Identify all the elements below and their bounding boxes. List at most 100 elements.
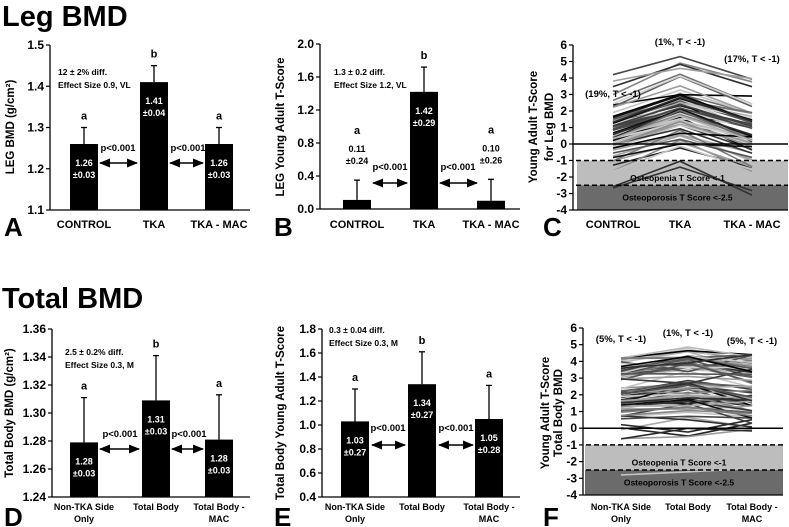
y-axis-label: Total Body BMD (g/cm²) <box>4 348 16 478</box>
x-tick-label: Total Body <box>399 502 445 512</box>
y-tick-label: 1.34 <box>23 350 47 364</box>
y-tick-label: 0.6 <box>299 466 316 480</box>
bar <box>341 421 369 497</box>
subject-line <box>612 67 753 82</box>
y-tick-label: 1 <box>570 405 577 419</box>
value-label: 1.05 <box>480 433 498 443</box>
y-tick-label: 1.26 <box>23 462 47 476</box>
p-value-label: p<0.001 <box>171 429 207 440</box>
osteoporosis-band <box>577 185 788 210</box>
group-annotation: (17%, T < -1) <box>724 54 780 65</box>
significance-letter: a <box>486 368 493 380</box>
effect-annotation: Effect Size 0.3, M <box>329 338 398 348</box>
y-tick-label: 5 <box>570 338 577 352</box>
subject-line <box>620 411 753 418</box>
sd-label: ±0.28 <box>478 445 500 455</box>
x-tick-label: CONTROL <box>586 219 641 231</box>
y-tick-label: 1.4 <box>299 370 316 384</box>
bar <box>408 384 436 497</box>
subject-line <box>612 166 753 192</box>
x-tick-label: TKA - MAC <box>190 219 247 231</box>
p-value-label: p<0.001 <box>100 143 136 154</box>
subject-line <box>612 122 753 140</box>
subject-line <box>620 406 753 417</box>
subject-line <box>620 353 753 369</box>
sd-label: ±0.27 <box>344 447 366 457</box>
y-tick-label: -1 <box>566 438 577 452</box>
x-tick-label: Total Body - <box>193 502 244 512</box>
section-title-leg: Leg BMD <box>2 1 128 33</box>
x-tick-label: TKA <box>413 219 436 231</box>
y-tick-label: 0.8 <box>297 136 314 150</box>
group-annotation: (5%, T < -1) <box>596 334 646 345</box>
y-tick-label: 1.2 <box>27 162 44 176</box>
bar <box>410 91 438 209</box>
value-label: 1.34 <box>413 398 431 408</box>
bar <box>140 82 168 210</box>
y-tick-label: 2 <box>570 388 577 402</box>
subject-line <box>612 55 753 80</box>
y-tick-label: 1.2 <box>299 394 316 408</box>
subject-line <box>612 141 753 168</box>
sd-label: ±0.29 <box>413 118 435 128</box>
sd-label: ±0.03 <box>73 170 95 180</box>
subject-line <box>612 145 753 173</box>
subject-line <box>612 132 753 149</box>
y-axis-label: LEG BMD (g/cm²) <box>5 80 17 175</box>
osteoporosis-label: Osteoporosis T Score <-2.5 <box>624 477 735 487</box>
panel-letter: A <box>4 212 23 242</box>
y-tick-label: 0 <box>570 421 577 435</box>
y-tick-label: 0.4 <box>299 490 316 504</box>
group-annotation: (5%, T < -1) <box>727 336 777 347</box>
sd-label: ±0.03 <box>73 468 95 478</box>
sd-label: ±0.03 <box>145 426 167 436</box>
y-tick-label: 1.0 <box>299 418 316 432</box>
effect-annotation: 12 ± 2% diff. <box>58 67 107 77</box>
x-tick-label: CONTROL <box>330 219 385 231</box>
panel-c: Osteopenia T Score <-1 Osteoporosis T Sco… <box>528 37 788 242</box>
x-tick-label: Total Body <box>133 502 179 512</box>
x-tick-label: Total Body <box>665 502 711 512</box>
p-value-label: p<0.001 <box>370 423 406 434</box>
osteoporosis-label: Osteoporosis T Score <-2.5 <box>622 193 733 203</box>
y-tick-label: 1.36 <box>23 322 47 336</box>
y-tick-label: 1 <box>560 121 567 135</box>
subject-line <box>620 375 753 382</box>
subject-line <box>612 138 753 159</box>
y-tick-label: 4 <box>570 354 577 368</box>
subject-line <box>620 357 753 370</box>
p-value-label: p<0.001 <box>170 143 206 154</box>
panel-letter: B <box>274 212 293 242</box>
sd-label: ±0.03 <box>208 466 230 476</box>
subject-line <box>620 400 753 407</box>
x-tick-label: Only <box>74 514 94 524</box>
bar <box>70 144 98 210</box>
y-tick-label: 1.24 <box>23 490 47 504</box>
significance-letter: a <box>352 372 359 384</box>
subject-line <box>612 134 753 154</box>
y-tick-label: 0 <box>560 137 567 151</box>
group-annotation: (19%, T < -1) <box>585 89 641 100</box>
y-tick-label: 3 <box>570 371 577 385</box>
p-value-label: p<0.001 <box>438 423 474 434</box>
panel-b: 0.11 ±0.24 a 1.42 ±0.29 b 0.10 ±0.26 a p<0.001 p<0… <box>274 37 520 242</box>
y-tick-label: 1.4 <box>27 79 44 93</box>
x-tick-label: CONTROL <box>57 219 112 231</box>
subject-line <box>612 103 753 128</box>
panel-a: 1.26 ±0.03 a 1.41 ±0.04 b 1.26 ±0.03 a p<0.001 p<0… <box>4 38 250 242</box>
sd-label: ±0.26 <box>480 155 502 165</box>
significance-letter: b <box>421 50 428 62</box>
significance-letter: b <box>153 339 160 351</box>
subject-line <box>620 384 753 398</box>
osteopenia-label: Osteopenia T Score <-1 <box>630 173 725 183</box>
y-tick-label: 2 <box>560 104 567 118</box>
y-tick-label: 1.5 <box>27 38 44 52</box>
subject-line <box>612 96 753 124</box>
value-label: 0.10 <box>482 143 500 153</box>
subject-line <box>620 381 753 392</box>
effect-annotation: 2.5 ± 0.2% diff. <box>65 347 124 357</box>
y-tick-label: -1 <box>556 154 567 168</box>
subject-line <box>612 75 753 105</box>
osteopenia-band <box>585 444 783 470</box>
value-label: 1.26 <box>210 158 228 168</box>
